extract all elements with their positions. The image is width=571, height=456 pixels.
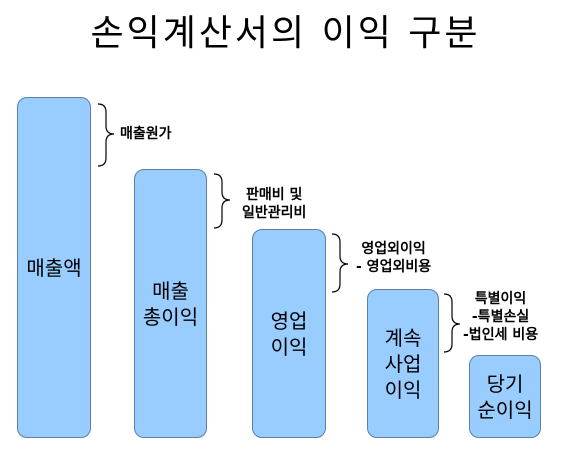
page-title: 손익계산서의 이익 구분 bbox=[90, 13, 481, 54]
brace-4 bbox=[443, 293, 461, 353]
note-sga-expenses: 판매비 및 일반관리비 bbox=[242, 187, 307, 221]
bar-continuing-income: 계속 사업 이익 bbox=[367, 289, 439, 438]
note-cost-of-sales: 매출원가 bbox=[120, 126, 172, 142]
bar-gross-profit: 매출 총이익 bbox=[134, 169, 207, 438]
bar-operating-income: 영업 이익 bbox=[252, 229, 326, 438]
brace-2 bbox=[213, 173, 231, 229]
bar-gross-profit-label: 매출 총이익 bbox=[142, 278, 199, 329]
note-non-operating: 영업외이익 - 영업외비용 bbox=[356, 241, 432, 275]
bar-net-income: 당기 순이익 bbox=[469, 355, 541, 438]
bar-continuing-income-label: 계속 사업 이익 bbox=[384, 325, 422, 402]
note-extraordinary: 특별이익 -특별손실 -법인세 비용 bbox=[463, 291, 539, 343]
bar-net-income-label: 당기 순이익 bbox=[477, 371, 533, 422]
bar-operating-income-label: 영업 이익 bbox=[270, 308, 308, 359]
brace-3 bbox=[331, 233, 349, 293]
bar-revenue: 매출액 bbox=[17, 97, 91, 438]
bar-revenue-label: 매출액 bbox=[26, 255, 82, 280]
brace-1 bbox=[97, 103, 115, 167]
